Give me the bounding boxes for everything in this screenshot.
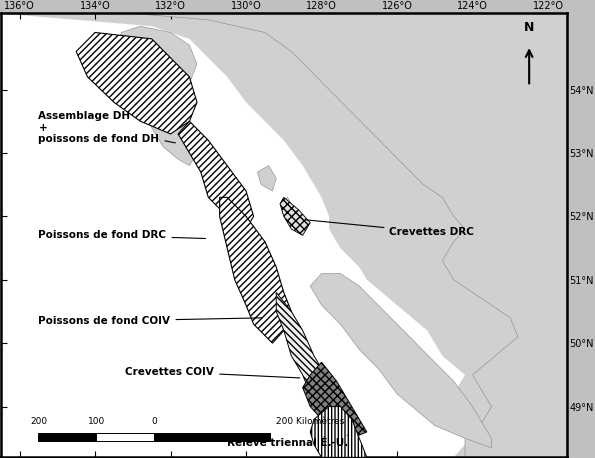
Bar <box>39 432 96 442</box>
Polygon shape <box>227 191 250 216</box>
Polygon shape <box>1 13 567 457</box>
Text: Relevé triennal É.-U.: Relevé triennal É.-U. <box>227 435 349 448</box>
Polygon shape <box>178 121 253 229</box>
Text: Assemblage DH
+
poissons de fond DH: Assemblage DH + poissons de fond DH <box>39 111 176 144</box>
Bar <box>155 432 212 442</box>
Polygon shape <box>1 13 472 457</box>
Text: Crevettes DRC: Crevettes DRC <box>305 220 474 237</box>
Bar <box>212 432 270 442</box>
Text: 200 Kilomètres: 200 Kilomètres <box>276 417 345 426</box>
Polygon shape <box>220 197 292 343</box>
Polygon shape <box>1 13 567 457</box>
Polygon shape <box>280 197 310 235</box>
Polygon shape <box>303 362 367 438</box>
Polygon shape <box>276 293 348 425</box>
Text: Crevettes COIV: Crevettes COIV <box>126 367 300 378</box>
Polygon shape <box>310 407 367 457</box>
Text: 200: 200 <box>30 417 47 426</box>
Text: Poissons de fond DRC: Poissons de fond DRC <box>39 230 205 240</box>
Polygon shape <box>310 273 491 448</box>
Polygon shape <box>140 83 197 166</box>
Text: 100: 100 <box>88 417 105 426</box>
Text: 0: 0 <box>152 417 157 426</box>
Polygon shape <box>114 26 197 96</box>
Text: N: N <box>524 22 534 34</box>
Bar <box>96 432 155 442</box>
Text: Poissons de fond COIV: Poissons de fond COIV <box>39 316 262 326</box>
Polygon shape <box>76 33 197 134</box>
Polygon shape <box>258 166 276 191</box>
Polygon shape <box>280 197 295 223</box>
